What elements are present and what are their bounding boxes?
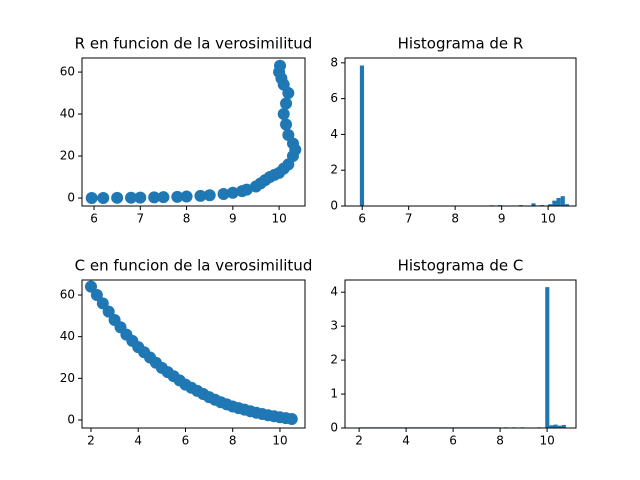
x-tick-label: 4: [134, 434, 142, 448]
bar: [557, 425, 562, 428]
point: [85, 192, 98, 205]
axes-frame: [344, 279, 577, 429]
point: [148, 191, 161, 204]
point: [125, 191, 138, 204]
bar: [552, 200, 557, 206]
y-tick-label: 20: [60, 371, 75, 385]
point: [194, 189, 207, 202]
point: [285, 412, 298, 425]
point: [96, 297, 109, 310]
x-tick-label: 6: [358, 212, 366, 226]
x-tick-label: 7: [136, 212, 144, 226]
point: [134, 191, 147, 204]
point: [282, 129, 295, 142]
y-tick-label: 60: [60, 288, 75, 302]
x-tick-label: 8: [229, 434, 237, 448]
point: [203, 189, 216, 202]
subplot-title: C en funcion de la verosimilitud: [75, 257, 313, 275]
x-tick-label: 9: [498, 212, 506, 226]
y-tick-label: 0: [67, 191, 75, 205]
axes-frame: [81, 57, 306, 207]
bar: [564, 204, 570, 206]
y-tick-label: 2: [330, 163, 338, 177]
y-tick-label: 4: [330, 285, 338, 299]
point: [240, 183, 253, 196]
subplot: 2 4 6 8 10 0 1 2 3 4 Histograma de C: [330, 257, 577, 448]
y-tick-label: 3: [330, 319, 338, 333]
point: [90, 289, 103, 301]
x-tick-label: 7: [405, 212, 413, 226]
bar: [556, 197, 561, 206]
y-tick-label: 60: [60, 65, 75, 79]
y-tick-label: 6: [330, 91, 338, 105]
x-tick-label: 10: [540, 212, 555, 226]
point: [157, 191, 170, 204]
subplot-title: Histograma de R: [398, 35, 524, 53]
x-tick-label: 8: [496, 434, 504, 448]
point: [274, 59, 287, 72]
subplot: 6 7 8 9 10 0 2 4 6 8 Histograma de R: [330, 35, 577, 226]
y-tick-label: 0: [330, 199, 338, 213]
axes-frame: [344, 57, 577, 207]
marks: [85, 59, 302, 205]
x-tick-label: 6: [449, 434, 457, 448]
x-tick-label: 9: [229, 212, 237, 226]
y-tick-label: 4: [330, 127, 338, 141]
y-tick-label: 0: [67, 413, 75, 427]
bar: [545, 287, 550, 428]
bar: [548, 204, 553, 206]
y-tick-label: 8: [330, 55, 338, 69]
y-tick-label: 2: [330, 353, 338, 367]
point: [280, 97, 293, 110]
point: [171, 190, 184, 203]
point: [180, 190, 193, 203]
x-tick-label: 6: [182, 434, 190, 448]
bar: [553, 424, 558, 428]
bar: [531, 203, 536, 206]
y-tick-label: 40: [60, 329, 75, 343]
y-tick-label: 0: [330, 421, 338, 435]
point: [217, 188, 230, 201]
x-tick-label: 6: [90, 212, 98, 226]
x-tick-label: 8: [183, 212, 191, 226]
point: [102, 305, 115, 318]
point: [277, 108, 290, 121]
subplot-title: R en funcion de la verosimilitud: [75, 35, 313, 53]
x-tick-label: 4: [402, 434, 410, 448]
subplot-title: Histograma de C: [398, 257, 524, 275]
y-tick-label: 1: [330, 387, 338, 401]
x-tick-label: 10: [271, 212, 286, 226]
marks: [359, 65, 570, 206]
marks: [84, 280, 298, 425]
point: [111, 191, 124, 204]
point: [97, 192, 110, 205]
marks: [359, 287, 566, 428]
point: [226, 186, 239, 199]
bar: [561, 424, 566, 428]
y-tick-label: 20: [60, 149, 75, 163]
x-tick-label: 8: [451, 212, 459, 226]
subplot: 6 7 8 9 10 0 20 40 60R en funcion de la verosimi…: [60, 35, 313, 226]
bar: [359, 65, 365, 206]
x-tick-label: 2: [355, 434, 363, 448]
axes-frame: [81, 279, 306, 429]
point: [84, 280, 97, 293]
bar: [560, 196, 565, 206]
point: [280, 118, 293, 131]
y-tick-label: 40: [60, 107, 75, 121]
x-tick-label: 10: [272, 434, 287, 448]
subplot: 2 4 6 8 10 0 20 40 60C en funcion de la verosimi…: [60, 257, 313, 448]
x-tick-label: 2: [87, 434, 95, 448]
bar: [549, 425, 554, 428]
x-tick-label: 10: [539, 434, 554, 448]
